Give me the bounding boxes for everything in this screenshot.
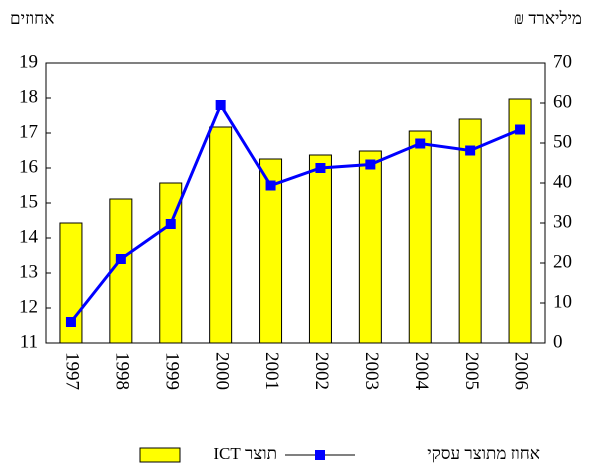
y-tick-label: 11 <box>20 331 38 352</box>
marker <box>115 254 126 264</box>
marker <box>315 163 326 173</box>
y2-tick-label: 20 <box>553 251 572 272</box>
marker <box>515 124 526 135</box>
x-tick-label: 2004 <box>411 352 432 391</box>
y-axis-label: אחוזים <box>10 9 54 28</box>
bar <box>209 126 233 344</box>
x-tick-label: 2002 <box>311 352 332 390</box>
marker <box>65 317 76 327</box>
y2-tick-label: 30 <box>553 211 572 232</box>
marker <box>365 159 376 170</box>
legend-swatch <box>139 447 181 463</box>
x-tick-label: 1998 <box>111 352 132 390</box>
marker <box>215 100 226 110</box>
marker <box>465 145 476 156</box>
x-tick-label: 2000 <box>211 352 232 390</box>
bar <box>358 150 382 344</box>
y-tick-label: 18 <box>19 86 38 107</box>
y-tick-label: 19 <box>19 51 38 72</box>
y-tick-label: 12 <box>19 296 38 317</box>
x-tick-label: 2006 <box>511 352 532 390</box>
plot-frame <box>45 62 546 344</box>
marker <box>265 180 276 191</box>
x-tick-label: 2005 <box>461 352 482 390</box>
legend-marker <box>315 450 325 460</box>
y-tick-label: 13 <box>19 261 38 282</box>
y2-axis-label: מיליארד ₪ <box>514 9 582 28</box>
marker <box>165 219 176 229</box>
y-tick-label: 17 <box>19 121 38 142</box>
y-tick-label: 15 <box>19 191 38 212</box>
x-tick-label: 2003 <box>361 352 382 390</box>
bar <box>408 130 432 344</box>
legend-label: אחוז מתוצר עסקי <box>427 444 540 463</box>
legend-label: תוצר ICT <box>213 444 277 463</box>
bar <box>308 154 332 344</box>
line <box>69 101 521 323</box>
marker <box>415 138 426 149</box>
y2-tick-label: 60 <box>553 91 572 112</box>
x-tick-label: 1997 <box>62 352 83 390</box>
y2-tick-label: 0 <box>553 331 563 352</box>
y2-tick-label: 50 <box>553 131 572 152</box>
y2-tick-label: 70 <box>553 51 572 72</box>
bar <box>508 98 532 344</box>
y2-tick-label: 40 <box>553 171 572 192</box>
y2-tick-label: 10 <box>553 291 572 312</box>
x-tick-label: 2001 <box>261 352 282 390</box>
y-tick-label: 14 <box>19 226 39 247</box>
y-tick-label: 16 <box>19 156 38 177</box>
x-tick-label: 1999 <box>161 352 182 390</box>
